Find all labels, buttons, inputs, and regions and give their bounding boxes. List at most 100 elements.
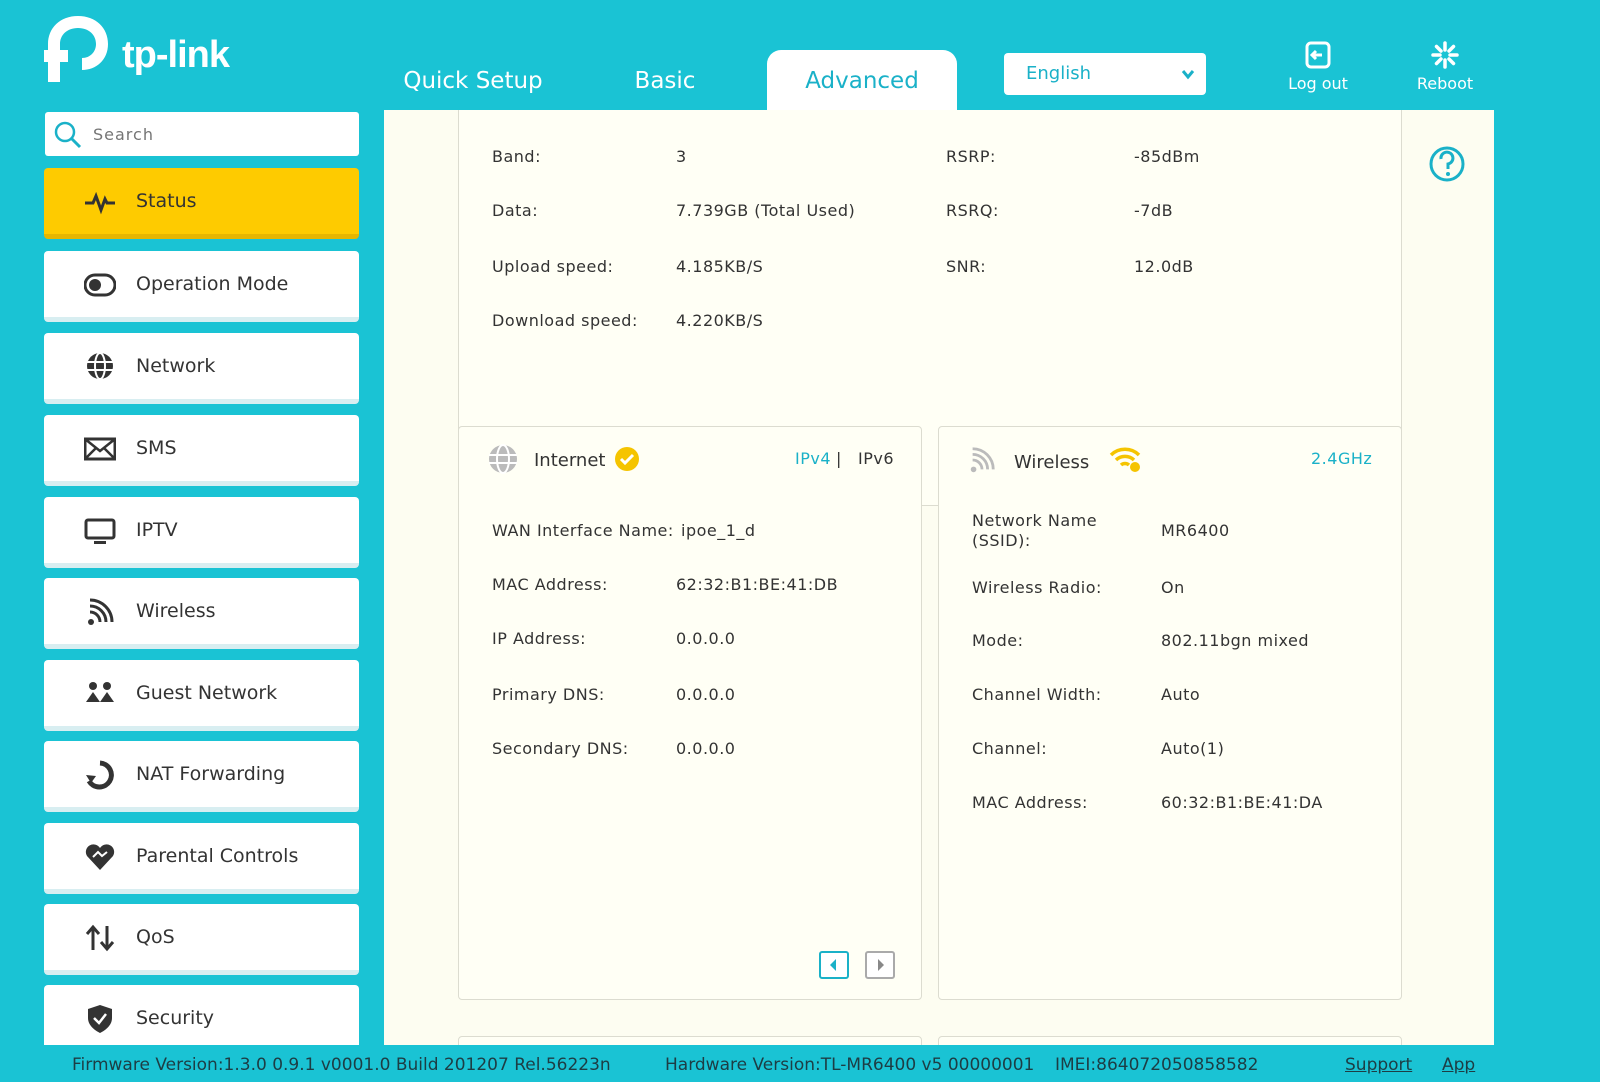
channel-width-value: Auto bbox=[1161, 685, 1201, 704]
heart-icon bbox=[85, 844, 115, 870]
logo-text: tp-link bbox=[122, 34, 230, 76]
sidebar-item-label: Guest Network bbox=[136, 682, 278, 704]
sidebar-item-sms[interactable]: SMS bbox=[44, 415, 359, 486]
lte-snr-value: 12.0dB bbox=[1134, 257, 1194, 276]
lte-rsrp-label: RSRP: bbox=[946, 147, 996, 166]
wifi-signal-icon bbox=[88, 598, 114, 625]
search-icon bbox=[54, 121, 82, 149]
lte-upload-value: 4.185KB/S bbox=[676, 257, 764, 276]
wireless-title: Wireless bbox=[1014, 452, 1090, 473]
language-value: English bbox=[1026, 63, 1091, 84]
envelope-icon bbox=[84, 437, 116, 461]
lte-band-value: 3 bbox=[676, 147, 687, 166]
mac-address-label: MAC Address: bbox=[492, 575, 608, 594]
refresh-icon bbox=[86, 760, 114, 790]
lte-download-value: 4.220KB/S bbox=[676, 311, 764, 330]
wireless-mac-label: MAC Address: bbox=[972, 793, 1088, 812]
logout-button[interactable]: Log out bbox=[1278, 40, 1358, 93]
globe-icon bbox=[489, 444, 517, 474]
tab-separator: | bbox=[836, 449, 842, 468]
lte-rsrp-value: -85dBm bbox=[1134, 147, 1200, 166]
channel-width-label: Channel Width: bbox=[972, 685, 1102, 704]
channel-value: Auto(1) bbox=[1161, 739, 1225, 758]
tp-link-logo: tp-link bbox=[42, 14, 242, 84]
card-partial bbox=[458, 1036, 922, 1045]
search-input[interactable] bbox=[93, 120, 343, 148]
tab-basic[interactable]: Basic bbox=[634, 68, 696, 94]
sidebar-item-wireless[interactable]: Wireless bbox=[44, 578, 359, 649]
mode-label: Mode: bbox=[972, 631, 1024, 650]
tab-quick-setup[interactable]: Quick Setup bbox=[403, 68, 543, 94]
logout-label: Log out bbox=[1288, 74, 1348, 93]
sidebar-item-label: NAT Forwarding bbox=[136, 763, 286, 785]
language-select[interactable]: English bbox=[1004, 53, 1206, 95]
lte-rsrq-label: RSRQ: bbox=[946, 201, 999, 220]
tab-advanced[interactable]: Advanced bbox=[767, 50, 957, 110]
secondary-dns-value: 0.0.0.0 bbox=[676, 739, 736, 758]
connected-check-icon bbox=[615, 447, 639, 471]
monitor-icon bbox=[84, 518, 116, 544]
ipv4-tab[interactable]: IPv4 bbox=[795, 449, 832, 468]
footer: Firmware Version:1.3.0 0.9.1 v0001.0 Bui… bbox=[0, 1045, 1600, 1082]
next-page-button[interactable] bbox=[865, 951, 895, 979]
sidebar-item-status[interactable]: Status bbox=[44, 168, 359, 239]
secondary-dns-label: Secondary DNS: bbox=[492, 739, 629, 758]
ipv6-tab[interactable]: IPv6 bbox=[858, 449, 895, 468]
primary-dns-value: 0.0.0.0 bbox=[676, 685, 736, 704]
sidebar-item-network[interactable]: Network bbox=[44, 333, 359, 404]
sidebar-item-label: SMS bbox=[136, 437, 177, 459]
prev-page-button[interactable] bbox=[819, 951, 849, 979]
sidebar-item-label: IPTV bbox=[136, 519, 178, 541]
reboot-button[interactable]: Reboot bbox=[1405, 40, 1485, 93]
lte-data-value: 7.739GB (Total Used) bbox=[676, 201, 856, 220]
up-down-arrows-icon bbox=[85, 924, 115, 952]
channel-label: Channel: bbox=[972, 739, 1048, 758]
hardware-version: Hardware Version:TL-MR6400 v5 00000001 bbox=[665, 1055, 1035, 1075]
shield-icon bbox=[88, 1005, 112, 1033]
sidebar-item-guest-network[interactable]: Guest Network bbox=[44, 660, 359, 731]
sidebar-item-label: QoS bbox=[136, 926, 175, 948]
mode-value: 802.11bgn mixed bbox=[1161, 631, 1310, 650]
support-link[interactable]: Support bbox=[1345, 1055, 1413, 1075]
lte-snr-label: SNR: bbox=[946, 257, 987, 276]
primary-dns-label: Primary DNS: bbox=[492, 685, 605, 704]
mac-address-value: 62:32:B1:BE:41:DB bbox=[676, 575, 839, 594]
sidebar-item-parental-controls[interactable]: Parental Controls bbox=[44, 823, 359, 894]
wifi-active-icon bbox=[1109, 447, 1141, 472]
lte-download-label: Download speed: bbox=[492, 311, 638, 330]
pulse-icon bbox=[85, 191, 115, 215]
app-link[interactable]: App bbox=[1442, 1055, 1476, 1075]
reboot-label: Reboot bbox=[1416, 74, 1474, 93]
ip-address-label: IP Address: bbox=[492, 629, 587, 648]
sidebar-item-iptv[interactable]: IPTV bbox=[44, 497, 359, 568]
wireless-mac-value: 60:32:B1:BE:41:DA bbox=[1161, 793, 1323, 812]
band-label: 2.4GHz bbox=[1311, 449, 1373, 468]
wan-interface-value: ipoe_1_d bbox=[681, 521, 756, 540]
chevron-down-icon bbox=[1180, 53, 1196, 112]
ssid-value: MR6400 bbox=[1161, 521, 1230, 540]
sidebar-item-operation-mode[interactable]: Operation Mode bbox=[44, 251, 359, 322]
search-box bbox=[45, 112, 359, 156]
help-icon[interactable] bbox=[1427, 144, 1467, 184]
wireless-radio-label: Wireless Radio: bbox=[972, 578, 1102, 597]
sidebar-item-label: Operation Mode bbox=[136, 273, 289, 295]
lte-upload-label: Upload speed: bbox=[492, 257, 614, 276]
wireless-card: Wireless 2.4GHz Network Name (SSID): MR6… bbox=[938, 426, 1402, 1000]
internet-card: Internet IPv4 | IPv6 WAN Interface Name:… bbox=[458, 426, 922, 1000]
firmware-version: Firmware Version:1.3.0 0.9.1 v0001.0 Bui… bbox=[72, 1055, 611, 1075]
sidebar-item-security[interactable]: Security bbox=[44, 985, 359, 1056]
wan-interface-label: WAN Interface Name: bbox=[492, 521, 674, 540]
sidebar-item-label: Parental Controls bbox=[136, 845, 299, 867]
sidebar-item-nat-forwarding[interactable]: NAT Forwarding bbox=[44, 741, 359, 812]
chevron-right-icon bbox=[878, 959, 884, 971]
sidebar-item-label: Network bbox=[136, 355, 216, 377]
lte-rsrq-value: -7dB bbox=[1134, 201, 1174, 220]
lte-data-label: Data: bbox=[492, 201, 539, 220]
guests-icon bbox=[86, 682, 114, 702]
globe-icon bbox=[87, 352, 113, 380]
main-panel: Band: 3 Data: 7.739GB (Total Used) Uploa… bbox=[384, 110, 1494, 1045]
lte-band-label: Band: bbox=[492, 147, 541, 166]
sidebar-item-qos[interactable]: QoS bbox=[44, 904, 359, 975]
wifi-signal-icon bbox=[970, 447, 995, 473]
logout-icon bbox=[1305, 41, 1331, 69]
